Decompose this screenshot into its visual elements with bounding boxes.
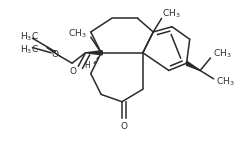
Text: O: O xyxy=(121,122,128,131)
Text: H$_3$C: H$_3$C xyxy=(20,31,39,43)
Text: CH$_3$: CH$_3$ xyxy=(213,48,231,60)
Text: CH$_3$: CH$_3$ xyxy=(162,8,180,20)
Text: H$_3$C: H$_3$C xyxy=(20,43,39,56)
Polygon shape xyxy=(86,51,102,55)
Text: O: O xyxy=(70,67,77,76)
Text: H: H xyxy=(84,61,90,70)
Polygon shape xyxy=(187,61,200,70)
Text: O: O xyxy=(52,50,59,59)
Text: CH$_3$: CH$_3$ xyxy=(68,28,87,40)
Text: CH$_3$: CH$_3$ xyxy=(216,76,234,88)
